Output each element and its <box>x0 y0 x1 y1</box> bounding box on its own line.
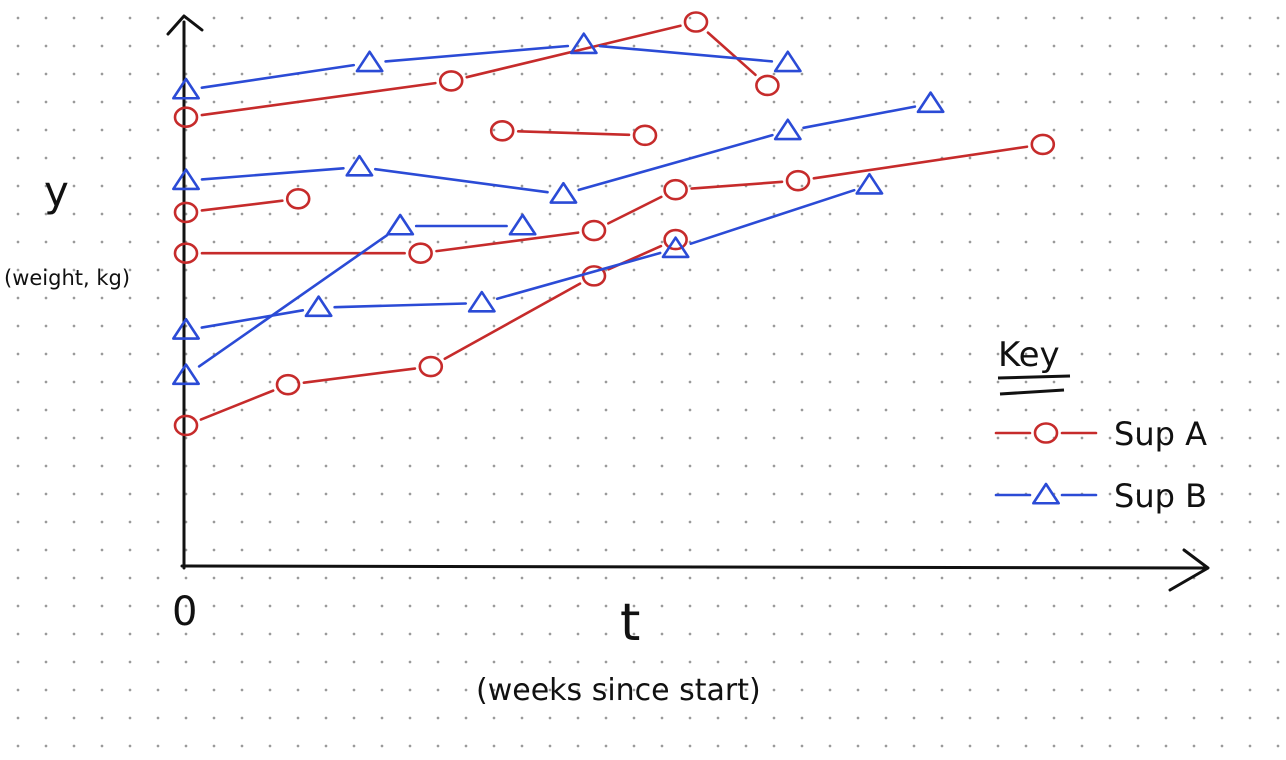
data-point <box>785 169 811 192</box>
data-point <box>173 414 199 437</box>
data-point <box>549 181 578 204</box>
data-point <box>755 74 780 97</box>
series-line-segment <box>333 302 468 309</box>
y-axis-arrow <box>166 14 204 36</box>
y-axis <box>166 14 204 570</box>
series-line-segment <box>302 367 417 384</box>
series-line-segment <box>200 63 356 89</box>
data-point <box>855 172 884 195</box>
data-point <box>173 242 199 264</box>
x-axis <box>180 548 1210 592</box>
series-line-segment <box>577 133 774 192</box>
series-sup-a <box>173 11 1056 437</box>
series-line-segment <box>199 389 275 421</box>
data-point <box>173 106 199 128</box>
data-point <box>632 124 658 147</box>
legend-marker <box>1033 422 1059 444</box>
legend-label: Sup A <box>1114 415 1207 453</box>
data-point <box>663 228 688 251</box>
series-sup-b <box>172 32 945 386</box>
data-point <box>508 213 537 236</box>
origin-label: 0 <box>172 589 197 635</box>
series-line-segment <box>373 167 549 194</box>
y-axis-label: y <box>44 167 69 216</box>
series-line-segment <box>495 251 662 301</box>
series-layer <box>172 11 1056 437</box>
data-point <box>172 317 200 340</box>
x-axis-label: t <box>620 593 640 653</box>
data-point <box>916 91 945 114</box>
series-line-segment <box>607 195 663 225</box>
data-point <box>345 154 374 177</box>
data-point <box>418 355 444 378</box>
data-point <box>581 219 607 242</box>
series-line-segment <box>516 130 631 137</box>
series-line-segment <box>200 167 345 181</box>
series-line-segment <box>435 231 580 253</box>
data-point <box>438 70 464 92</box>
data-point <box>683 11 709 33</box>
data-point <box>569 32 598 55</box>
data-point <box>172 77 200 100</box>
x-axis-unit: (weeks since start) <box>476 673 761 708</box>
series-line-segment <box>690 180 784 190</box>
data-point <box>1030 133 1056 156</box>
series-line-segment <box>200 81 437 117</box>
series-line-segment <box>802 105 917 130</box>
data-point <box>467 290 496 313</box>
legend-title-underline <box>997 374 1071 380</box>
legend-title-underline <box>999 388 1065 396</box>
data-point <box>173 201 199 224</box>
data-point <box>773 118 802 141</box>
data-point <box>386 213 415 236</box>
series-line-segment <box>598 44 774 63</box>
data-point <box>172 168 200 191</box>
legend-marker <box>1032 482 1060 505</box>
data-point <box>275 373 301 396</box>
data-point <box>355 50 384 73</box>
data-point <box>285 188 311 210</box>
legend-entry: Sup B <box>994 477 1207 515</box>
data-point <box>773 50 802 73</box>
legend: Key Sup A Sup B <box>994 335 1207 515</box>
y-axis-unit: (weight, kg) <box>4 266 130 290</box>
legend-title: Key <box>998 335 1060 375</box>
series-line-segment <box>689 188 856 245</box>
data-point <box>304 295 333 318</box>
series-line-segment <box>812 145 1029 180</box>
series-line-segment <box>200 308 305 329</box>
legend-entry: Sup A <box>994 415 1207 453</box>
x-axis-line <box>180 564 1208 570</box>
legend-label: Sup B <box>1114 477 1207 515</box>
series-line-segment <box>443 282 582 361</box>
series-line-segment <box>200 199 284 212</box>
data-point <box>408 242 433 264</box>
series-line-segment <box>384 44 570 63</box>
data-point <box>663 178 688 201</box>
series-line-segment <box>197 233 389 368</box>
data-point <box>489 120 515 142</box>
series-line-segment <box>706 31 757 77</box>
data-point <box>172 363 200 386</box>
x-axis-arrow <box>1168 548 1210 592</box>
data-point <box>661 236 690 259</box>
